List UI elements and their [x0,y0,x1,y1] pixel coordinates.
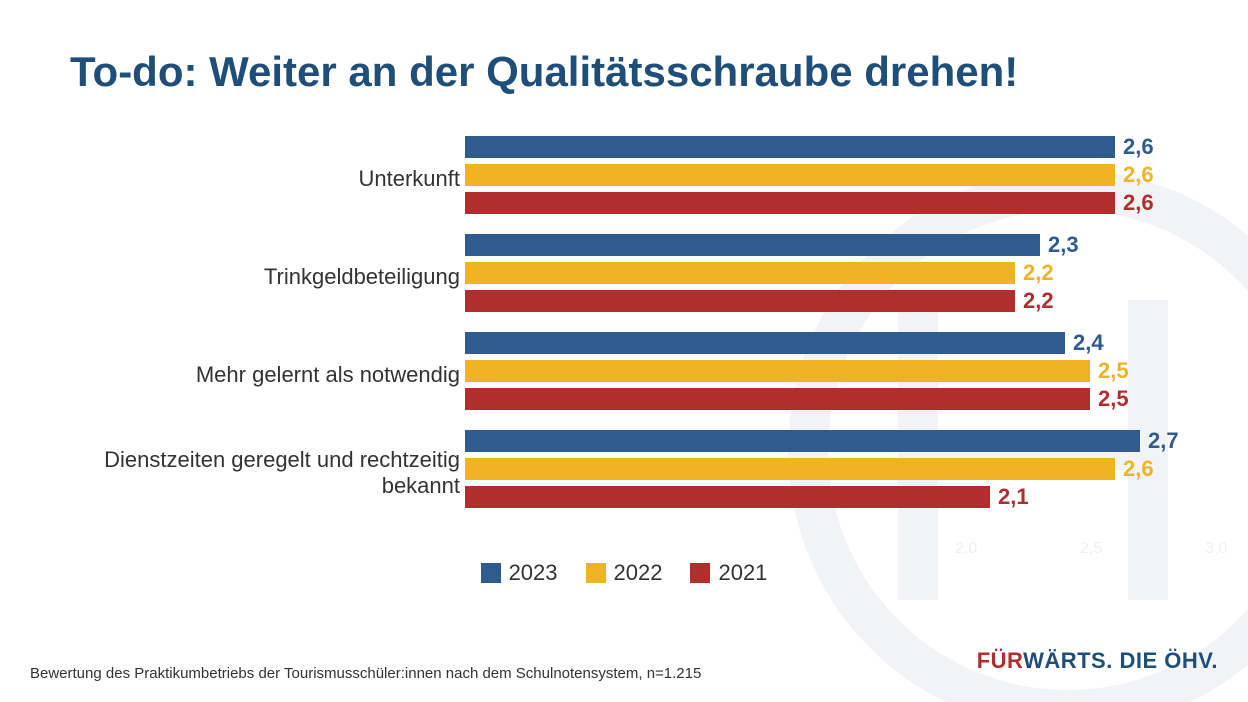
bar-value-label: 2,2 [1023,260,1054,286]
bar [465,360,1090,382]
brand-part2: WÄRTS. DIE ÖHV. [1023,648,1218,673]
legend-item: 2023 [481,560,558,586]
bar-value-label: 2,6 [1123,190,1154,216]
chart-group: Trinkgeldbeteiligung2,32,22,2 [0,228,1248,326]
footnote-text: Bewertung des Praktikumbetriebs der Tour… [30,665,701,682]
chart-group: Mehr gelernt als notwendig2,42,52,5 [0,326,1248,424]
bar-row: 2,6 [465,192,1154,214]
bar [465,290,1015,312]
bar-value-label: 2,7 [1148,428,1179,454]
bar-row: 2,5 [465,388,1129,410]
bar-row: 2,6 [465,164,1154,186]
bar-row: 2,6 [465,458,1179,480]
bar [465,192,1115,214]
bar-value-label: 2,6 [1123,162,1154,188]
bar [465,388,1090,410]
bar [465,262,1015,284]
bar-stack: 2,32,22,2 [465,234,1079,318]
chart-group: Unterkunft2,62,62,6 [0,130,1248,228]
bar-row: 2,5 [465,360,1129,382]
bar-value-label: 2,3 [1048,232,1079,258]
bar-value-label: 2,2 [1023,288,1054,314]
bar-row: 2,2 [465,262,1079,284]
axis-tick: 2,5 [1080,540,1102,558]
bar-row: 2,4 [465,332,1129,354]
brand-part1: FÜR [977,648,1023,673]
bar-row: 2,6 [465,136,1154,158]
category-label: Mehr gelernt als notwendig [40,326,460,424]
bar-value-label: 2,6 [1123,456,1154,482]
bar [465,458,1115,480]
legend-swatch [586,563,606,583]
bar-value-label: 2,1 [998,484,1029,510]
bar-value-label: 2,4 [1073,330,1104,356]
slide: To-do: Weiter an der Qualitätsschraube d… [0,0,1248,702]
bar-stack: 2,42,52,5 [465,332,1129,416]
legend-label: 2021 [718,560,767,586]
axis-tick: 2,0 [955,540,977,558]
bar-row: 2,2 [465,290,1079,312]
bar-value-label: 2,5 [1098,386,1129,412]
bar-row: 2,7 [465,430,1179,452]
legend-label: 2022 [614,560,663,586]
bar [465,234,1040,256]
bar-value-label: 2,5 [1098,358,1129,384]
bar-chart: Unterkunft2,62,62,6Trinkgeldbeteiligung2… [0,130,1248,522]
bar [465,430,1140,452]
bar [465,486,990,508]
legend-label: 2023 [509,560,558,586]
bar-stack: 2,72,6 2,1 [465,430,1179,514]
category-label: Trinkgeldbeteiligung [40,228,460,326]
category-label: Dienstzeiten geregelt und rechtzeitig be… [40,424,460,522]
legend-swatch [690,563,710,583]
chart-legend: 2023 2022 2021 [0,560,1248,589]
legend-item: 2022 [586,560,663,586]
bar-value-label: 2,6 [1123,134,1154,160]
brand-tagline: FÜRWÄRTS. DIE ÖHV. [977,648,1218,674]
bar [465,136,1115,158]
legend-item: 2021 [690,560,767,586]
axis-tick: 3,0 [1205,540,1227,558]
slide-title: To-do: Weiter an der Qualitätsschraube d… [70,48,1018,96]
category-label: Unterkunft [40,130,460,228]
bar [465,164,1115,186]
bar-stack: 2,62,62,6 [465,136,1154,220]
bar [465,332,1065,354]
chart-group: Dienstzeiten geregelt und rechtzeitig be… [0,424,1248,522]
bar-row: 2,3 [465,234,1079,256]
bar-row: 2,1 [465,486,1179,508]
legend-swatch [481,563,501,583]
